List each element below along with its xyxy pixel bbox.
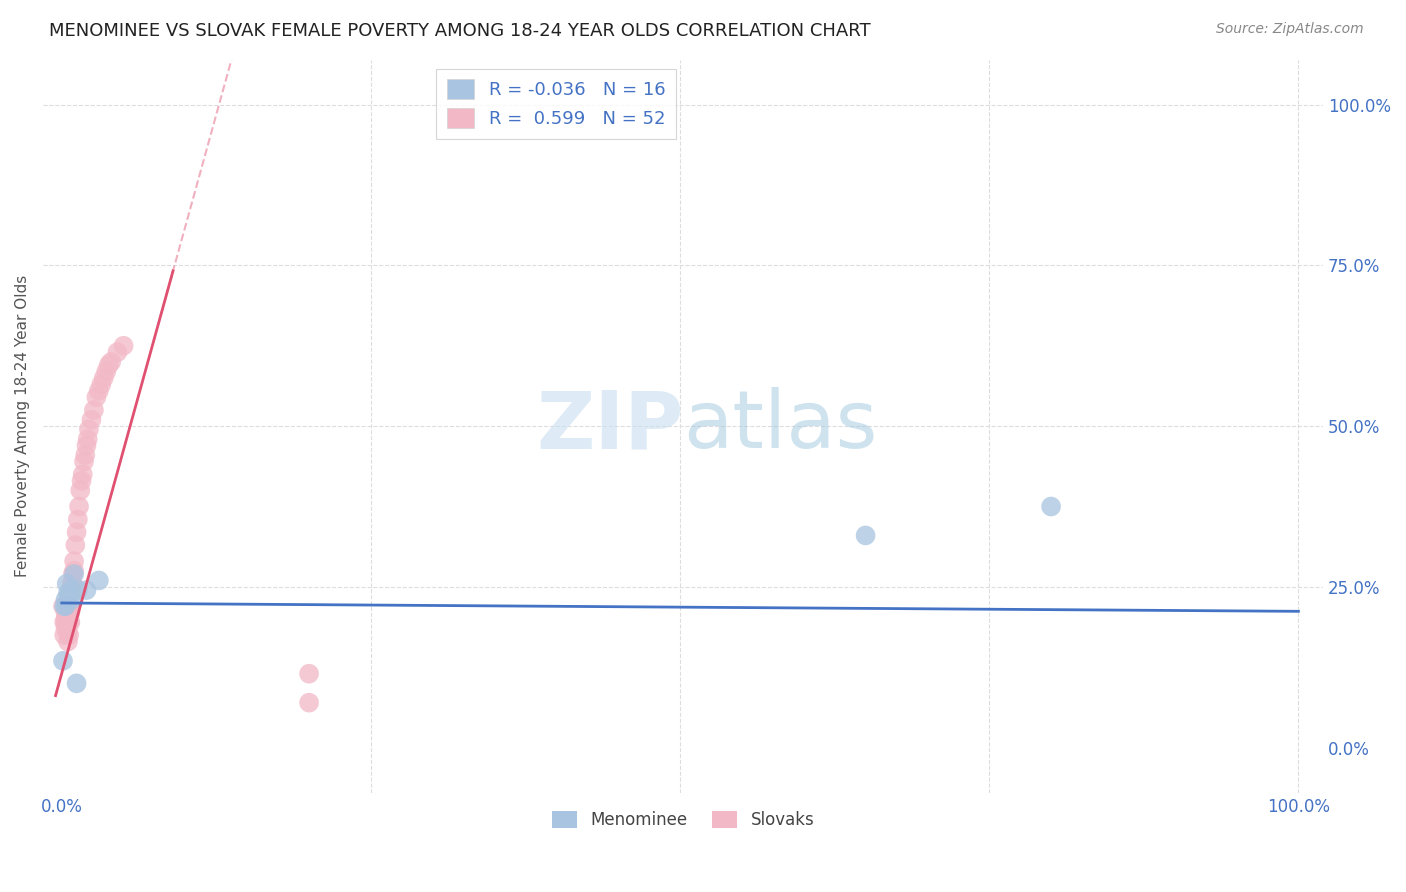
Point xyxy=(52,654,75,668)
Point xyxy=(63,567,86,582)
Point xyxy=(59,615,82,630)
Point xyxy=(76,438,98,452)
Point xyxy=(93,371,115,385)
Point xyxy=(75,448,97,462)
Point xyxy=(59,606,82,620)
Point xyxy=(66,583,89,598)
Point xyxy=(112,339,135,353)
Point xyxy=(53,599,76,614)
Point xyxy=(80,413,103,427)
Text: atlas: atlas xyxy=(683,387,877,465)
Point xyxy=(66,512,89,526)
Point xyxy=(69,483,91,498)
Point xyxy=(55,612,77,626)
Point xyxy=(56,606,79,620)
Point xyxy=(76,432,98,446)
Point xyxy=(55,599,77,614)
Point xyxy=(56,624,79,639)
Point xyxy=(55,599,77,614)
Point xyxy=(58,599,80,614)
Point xyxy=(72,467,94,482)
Point xyxy=(100,355,122,369)
Point xyxy=(855,528,877,542)
Point xyxy=(65,538,87,552)
Text: ZIP: ZIP xyxy=(536,387,683,465)
Point xyxy=(55,622,77,636)
Point xyxy=(55,608,77,623)
Point xyxy=(63,564,86,578)
Point xyxy=(97,358,120,372)
Point xyxy=(53,628,76,642)
Point xyxy=(53,615,76,630)
Point xyxy=(76,583,98,598)
Point xyxy=(77,422,100,436)
Point xyxy=(298,666,321,681)
Point xyxy=(60,586,83,600)
Point xyxy=(58,606,80,620)
Point xyxy=(67,500,90,514)
Point xyxy=(1040,500,1063,514)
Point xyxy=(87,574,110,588)
Point xyxy=(62,576,84,591)
Point xyxy=(59,583,82,598)
Text: MENOMINEE VS SLOVAK FEMALE POVERTY AMONG 18-24 YEAR OLDS CORRELATION CHART: MENOMINEE VS SLOVAK FEMALE POVERTY AMONG… xyxy=(49,22,870,40)
Point xyxy=(62,567,84,582)
Point xyxy=(55,615,77,630)
Point xyxy=(55,576,77,591)
Point xyxy=(70,474,93,488)
Point xyxy=(58,590,80,604)
Point xyxy=(96,364,118,378)
Point xyxy=(87,384,110,398)
Point xyxy=(55,606,77,620)
Point xyxy=(73,454,96,468)
Legend: Menominee, Slovaks: Menominee, Slovaks xyxy=(546,804,821,836)
Text: Source: ZipAtlas.com: Source: ZipAtlas.com xyxy=(1216,22,1364,37)
Point xyxy=(60,576,83,591)
Point xyxy=(55,618,77,632)
Point xyxy=(86,390,108,404)
Point xyxy=(105,345,128,359)
Point xyxy=(65,525,87,540)
Point xyxy=(56,615,79,630)
Point xyxy=(55,592,77,607)
Point xyxy=(58,615,80,630)
Point xyxy=(60,592,83,607)
Point xyxy=(59,599,82,614)
Point xyxy=(63,554,86,568)
Point xyxy=(56,586,79,600)
Point xyxy=(83,403,105,417)
Point xyxy=(58,628,80,642)
Point xyxy=(90,377,112,392)
Point xyxy=(52,599,75,614)
Y-axis label: Female Poverty Among 18-24 Year Olds: Female Poverty Among 18-24 Year Olds xyxy=(15,275,30,577)
Point xyxy=(298,696,321,710)
Point xyxy=(65,676,87,690)
Point xyxy=(56,634,79,648)
